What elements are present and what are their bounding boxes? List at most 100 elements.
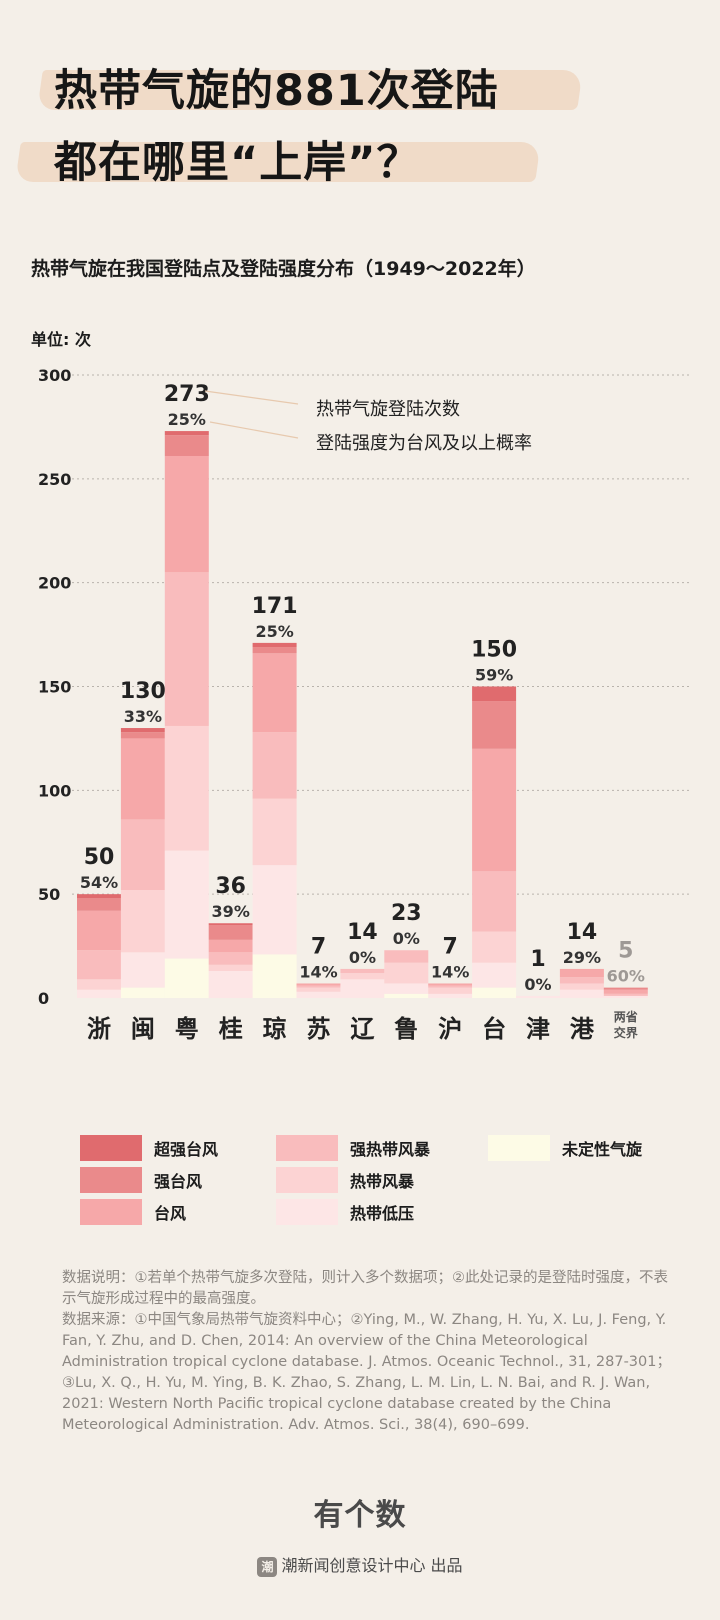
bar-segment [252,653,297,733]
bar-total-label: 1 [530,947,545,972]
x-tick-label: 津 [526,1015,550,1043]
bar-segment [120,728,165,733]
bar-segment [296,983,341,986]
bar-segment [164,431,209,436]
bar-segment [603,987,648,990]
legend-item-tropical-storm: 热带风暴 [276,1167,414,1193]
bar-total-label: 5 [618,939,633,964]
bar-segment [559,983,604,990]
bar-segment [559,989,604,998]
legend-label: 台风 [154,1204,187,1223]
y-tick-label: 100 [38,781,71,800]
bar-rate-label: 0% [393,929,420,948]
bar-segment [164,455,209,573]
headline-line-1: 热带气旋的881次登陆 [54,66,499,116]
legend-label: 强热带风暴 [350,1140,431,1159]
bar-segment [208,923,253,926]
bar-segment [603,993,648,996]
bar-segment [77,894,121,899]
chart-title: 热带气旋在我国登陆点及登陆强度分布（1949～2022年） [31,258,536,280]
bar-segment [472,962,517,988]
bar-segment [384,993,429,998]
legend-label: 热带低压 [350,1204,415,1223]
legend-swatch [276,1167,338,1193]
x-tick-label: 辽 [350,1015,375,1043]
callout-count: 热带气旋登陆次数 [316,399,460,420]
y-tick-label: 50 [38,885,60,904]
x-tick-label: 交界 [614,1025,638,1040]
bar-total-label: 14 [567,920,598,945]
bar-segment [252,865,297,955]
bar-segment [472,686,517,702]
x-tick-label: 两省 [614,1009,638,1024]
data-sources: 数据来源：①中国气象局热带气旋资料中心；②Ying, M., W. Zhang,… [62,1312,671,1433]
bar-segment [472,701,517,749]
credit: 潮潮新闻创意设计中心 出品 [0,1552,720,1577]
legend-item-severe-typhoon: 强台风 [80,1167,202,1193]
bar-segment [340,979,385,998]
bar-segment [77,989,121,998]
x-tick-label: 港 [570,1015,595,1043]
bar-segment [384,950,429,963]
bar-rate-label: 39% [212,902,250,921]
y-tick-label: 200 [38,574,71,593]
bar-segment [516,995,560,998]
grid-lines [72,374,690,895]
legend-item-super-typhoon: 超强台风 [80,1135,218,1161]
x-tick-label: 琼 [263,1015,287,1043]
bar-segment [384,983,429,994]
x-tick-label: 浙 [87,1015,111,1043]
bar-segment [472,871,517,932]
y-tick-label: 150 [38,678,71,697]
bar-segment [77,950,121,980]
bar-segment [472,748,517,872]
bar-segment [208,939,253,953]
bar-segment [340,968,385,974]
legend-swatch [80,1167,142,1193]
bar-segment [252,732,297,799]
headline: 热带气旋的881次登陆 都在哪里“上岸”？ [0,46,720,206]
bar-segment [428,983,473,986]
bar-total-label: 273 [164,382,210,407]
legend-label: 热带风暴 [350,1172,415,1191]
bar-segment [559,977,604,984]
bar-total-label: 150 [471,638,517,663]
y-tick-label: 300 [38,366,71,385]
legend-swatch [80,1199,142,1225]
x-tick-label: 鲁 [394,1015,418,1043]
bar-total-label: 50 [84,845,115,870]
y-tick-label: 0 [38,989,49,1008]
bar-segment [120,738,165,820]
x-tick-label: 沪 [438,1015,462,1043]
y-axis-ticks: 0 50 100 150 200 250 300 [38,366,71,1008]
bar-segment [428,987,473,994]
y-tick-label: 250 [38,470,71,489]
bar-rate-label: 0% [349,948,376,967]
bar-total-label: 7 [311,934,326,959]
x-tick-label: 桂 [219,1015,243,1043]
legend-swatch [488,1135,550,1161]
bar-rate-label: 54% [80,873,118,892]
stacked-bar-chart: 0 50 100 150 200 250 300 50 54% 130 33% 273 25% 36 39… [38,366,690,1043]
bar-rate-label: 33% [124,707,162,726]
bar-segment [164,725,209,851]
bar-segment [428,985,473,988]
legend-item-typhoon: 台风 [80,1199,186,1225]
bar-segment [472,987,517,998]
callouts: 热带气旋登陆次数 登陆强度为台风及以上概率 [204,390,532,454]
bar-segment [296,985,341,988]
bar-segment [296,991,341,998]
bar-segment [77,910,121,951]
legend-swatch [276,1199,338,1225]
bar-segment [472,931,517,963]
bar-segment [340,973,385,980]
bar-rate-label: 29% [563,948,601,967]
bar-segment [208,925,253,940]
bar-segment [164,435,209,456]
bar-segment [603,995,648,998]
bar-rate-label: 60% [607,967,645,986]
bar-segment [603,989,648,994]
data-notes: 数据说明：①若单个热带气旋多次登陆，则计入多个数据项；②此处记录的是登陆时强度，… [62,1270,668,1307]
bar-segment [164,958,209,998]
bar-segment [208,964,253,972]
